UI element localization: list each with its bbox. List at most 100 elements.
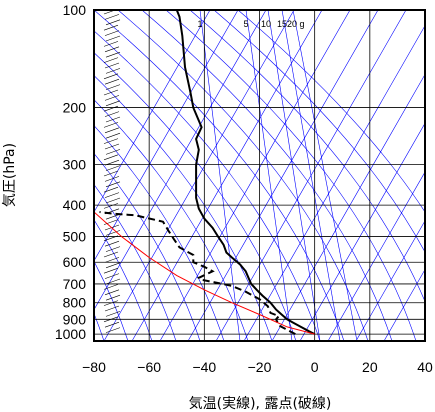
wind-barb xyxy=(104,30,120,36)
y-axis-title: 気圧(hPa) xyxy=(2,143,18,207)
mixing-ratio-label: 1 xyxy=(197,19,202,29)
wind-barb xyxy=(105,294,121,301)
isotherm-line xyxy=(327,171,425,341)
adiabat-line xyxy=(94,153,201,341)
mixing-ratio-line xyxy=(245,10,293,341)
wind-barb xyxy=(104,273,120,279)
wind-barb xyxy=(105,213,121,220)
mixing-ratio-label: 15 xyxy=(277,19,287,29)
isotherm-line xyxy=(94,10,211,213)
wind-barb xyxy=(105,262,121,269)
y-tick-label: 500 xyxy=(63,229,87,245)
mixing-ratio-label: 5 xyxy=(243,19,248,29)
adiabat-line xyxy=(94,75,273,341)
wind-barb xyxy=(105,149,121,155)
isotherm-line xyxy=(103,10,295,341)
y-tick-label: 800 xyxy=(63,295,87,311)
isotherm-line xyxy=(187,10,379,341)
adiabat-line xyxy=(213,10,425,253)
wind-barb xyxy=(105,230,121,236)
x-tick-label: 40 xyxy=(417,359,433,375)
mixing-ratio-label: g xyxy=(299,19,304,29)
wind-barb xyxy=(103,284,119,290)
wind-barb xyxy=(104,78,120,85)
wind-barb xyxy=(105,327,121,333)
wind-barb xyxy=(104,111,120,117)
y-tick-label: 1000 xyxy=(55,326,86,342)
y-tick-label: 700 xyxy=(63,276,87,292)
plot-frame xyxy=(93,9,426,342)
wind-barb xyxy=(104,127,120,134)
grid-lines xyxy=(94,10,425,341)
wind-barb xyxy=(104,240,120,247)
wind-barb xyxy=(104,257,120,263)
mixing-ratio-label: 20 xyxy=(287,19,297,29)
isotherm-line xyxy=(355,220,425,341)
x-tick-label: −40 xyxy=(192,359,216,375)
wind-barb xyxy=(103,267,119,274)
wind-barb xyxy=(105,100,121,107)
adiabat-line xyxy=(94,10,345,341)
adiabat-line xyxy=(94,184,177,341)
thermo-background-lines xyxy=(94,10,425,341)
wind-barb xyxy=(105,51,121,58)
isotherm-line xyxy=(243,25,425,341)
x-tick-label: −80 xyxy=(82,359,106,375)
y-tick-label: 900 xyxy=(63,311,87,327)
parcel-line xyxy=(94,211,315,335)
isotherm-line xyxy=(383,268,425,341)
wind-barb xyxy=(103,300,119,306)
wind-barb xyxy=(103,316,119,323)
wind-barb xyxy=(103,219,119,225)
wind-barb xyxy=(104,305,120,312)
x-tick-label: −20 xyxy=(248,359,272,375)
adiabat-line xyxy=(237,10,425,213)
wind-barb xyxy=(104,14,120,20)
wind-barb xyxy=(105,278,121,285)
adiabat-line xyxy=(94,30,321,341)
wind-barb xyxy=(103,138,119,144)
wind-barb xyxy=(105,35,121,42)
x-tick-label: 20 xyxy=(362,359,378,375)
x-axis-ticks: −80 −60 −40 −20 0 20 40 xyxy=(82,359,433,375)
adiabat-line xyxy=(117,10,369,341)
wind-barb xyxy=(103,24,119,31)
mixing-ratio-label: 10 xyxy=(261,19,271,29)
wind-barb xyxy=(103,154,119,161)
adiabat-line xyxy=(165,10,417,341)
wind-barb xyxy=(104,95,120,101)
y-tick-label: 400 xyxy=(63,197,87,213)
wind-barb xyxy=(105,181,121,188)
wind-barb xyxy=(103,105,119,112)
wind-barb xyxy=(104,143,120,150)
adiabat-line xyxy=(94,219,153,341)
wind-barb xyxy=(105,165,121,171)
adiabat-line xyxy=(94,99,249,341)
series-layer xyxy=(94,10,316,335)
isotherm-line xyxy=(299,122,425,341)
wind-barb xyxy=(103,186,119,193)
y-tick-label: 100 xyxy=(63,2,87,18)
wind-barb xyxy=(105,19,121,26)
y-tick-label: 300 xyxy=(63,157,87,173)
wind-barb xyxy=(104,159,120,166)
x-tick-label: −60 xyxy=(137,359,161,375)
wind-barb xyxy=(103,10,117,15)
y-tick-label: 200 xyxy=(63,100,87,116)
isotherm-line xyxy=(94,10,267,311)
wind-barb xyxy=(105,116,121,123)
wind-barb xyxy=(104,192,120,198)
mixing-ratio-line xyxy=(292,10,358,341)
isotherm-line xyxy=(131,10,323,341)
wind-barb xyxy=(103,41,119,47)
wind-barb xyxy=(104,289,120,296)
wind-barb xyxy=(104,62,120,69)
wind-barb xyxy=(105,311,121,317)
y-tick-label: 600 xyxy=(63,254,87,270)
wind-barb xyxy=(103,73,119,80)
mixing-ratio-line xyxy=(199,10,241,341)
isotherm-line xyxy=(271,73,425,341)
